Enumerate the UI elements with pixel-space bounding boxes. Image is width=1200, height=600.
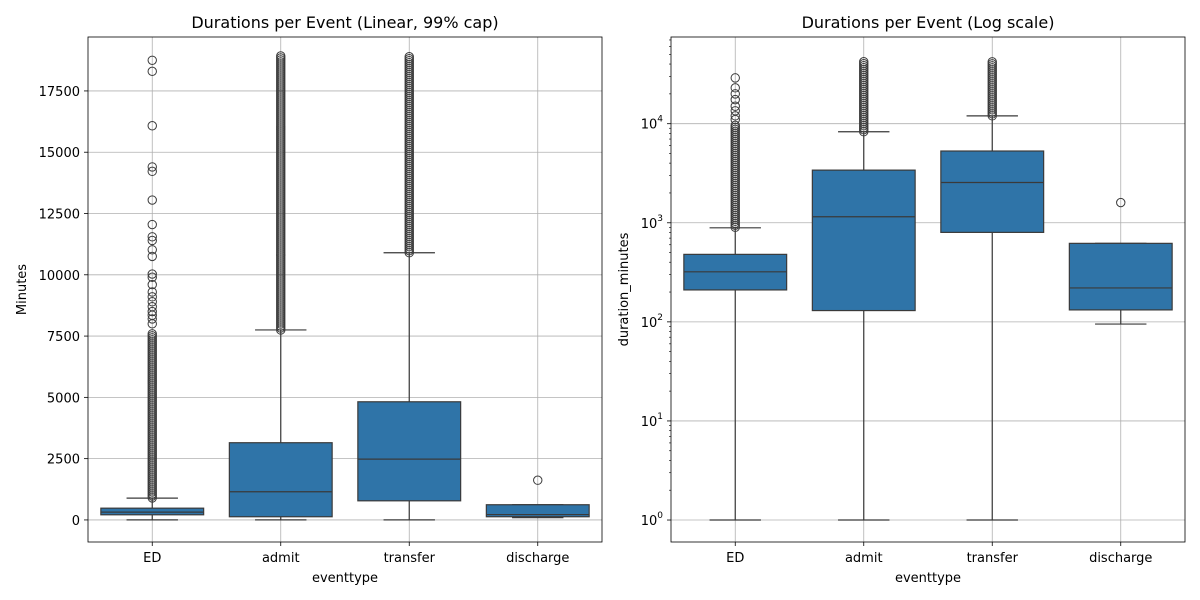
y-tick-base: 10 — [641, 217, 658, 232]
outlier-point — [147, 329, 157, 339]
y-tick-label: 7500 — [47, 330, 80, 345]
y-tick-exponent: 2 — [657, 313, 663, 323]
outlier-point — [147, 121, 157, 131]
chart-title: Durations per Event (Log scale) — [802, 13, 1055, 32]
outlier-point — [147, 297, 157, 307]
y-tick-exponent: 0 — [657, 511, 663, 521]
linear-boxplot-panel: 0 2500 5000 7500 10000 12500 15000 17500 ED admit… — [15, 13, 603, 586]
x-tick-label: transfer — [967, 551, 1019, 566]
outlier-point — [987, 57, 997, 67]
y-tick-exponent: 4 — [657, 115, 663, 125]
y-tick-label: 101 — [641, 412, 663, 430]
iqr-box — [485, 504, 590, 518]
y-axis-label: Minutes — [15, 264, 30, 315]
outlier-point — [730, 89, 740, 99]
x-tick-label: admit — [845, 551, 883, 566]
outlier-point — [147, 319, 157, 329]
outlier-point — [730, 73, 740, 83]
y-tick-label: 104 — [641, 115, 664, 133]
y-tick-label: 2500 — [47, 453, 80, 468]
outlier-point — [730, 111, 740, 121]
outlier-point — [533, 475, 543, 485]
x-axis-label: eventtype — [312, 571, 378, 586]
y-tick-label: 15000 — [39, 146, 80, 161]
y-tick-label: 0 — [72, 514, 80, 529]
outlier-point — [147, 272, 157, 282]
outlier-point — [147, 269, 157, 279]
outlier-point — [404, 52, 414, 62]
outlier-point — [730, 94, 740, 105]
y-tick-label: 10000 — [39, 269, 80, 284]
y-tick-base: 10 — [641, 514, 658, 529]
y-tick-label: 5000 — [47, 391, 80, 406]
iqr-box — [811, 169, 916, 312]
iqr-box — [100, 507, 205, 516]
y-tick-exponent: 1 — [657, 412, 663, 422]
outlier-point — [730, 83, 740, 93]
outlier-point — [147, 195, 157, 205]
x-axis-label: eventtype — [895, 571, 961, 586]
outlier-point — [147, 279, 157, 290]
outlier-point — [147, 245, 157, 255]
axes-frame — [87, 36, 603, 543]
x-tick-label: admit — [262, 551, 300, 566]
y-tick-base: 10 — [641, 415, 658, 430]
outlier-point — [859, 57, 869, 67]
outlier-point — [730, 120, 740, 131]
x-tick-label: transfer — [384, 551, 436, 566]
iqr-box — [1068, 242, 1173, 311]
x-tick-label: ED — [726, 551, 744, 566]
outlier-point — [147, 287, 157, 297]
outlier-point — [147, 235, 157, 246]
iqr-box — [228, 442, 333, 518]
y-tick-label: 100 — [641, 511, 664, 529]
outlier-point — [147, 166, 157, 177]
x-tick-label: discharge — [1089, 551, 1152, 566]
outlier-point — [147, 219, 157, 230]
y-tick-label: 12500 — [39, 208, 80, 223]
outlier-point — [730, 101, 740, 111]
x-tick-label: ED — [143, 551, 161, 566]
y-axis-label: duration_minutes — [617, 232, 632, 346]
outlier-point — [147, 66, 157, 77]
outlier-point — [276, 51, 286, 61]
y-tick-label: 102 — [641, 313, 663, 331]
outlier-point — [1116, 197, 1126, 208]
y-tick-label: 17500 — [39, 85, 80, 100]
outlier-point — [147, 55, 157, 65]
outlier-point — [147, 251, 157, 262]
outlier-point — [730, 114, 740, 125]
outlier-point — [147, 162, 157, 172]
y-tick-label: 103 — [641, 214, 663, 232]
y-tick-base: 10 — [641, 118, 658, 133]
axes-frame — [670, 36, 1186, 543]
x-tick-label: discharge — [506, 551, 569, 566]
chart-title: Durations per Event (Linear, 99% cap) — [191, 13, 498, 32]
outlier-point — [147, 306, 157, 317]
y-tick-base: 10 — [641, 316, 658, 331]
outlier-point — [147, 314, 157, 324]
y-tick-exponent: 3 — [657, 214, 663, 224]
iqr-box — [357, 401, 462, 502]
outlier-point — [147, 232, 157, 242]
outlier-point — [147, 292, 157, 302]
iqr-box — [940, 150, 1045, 233]
